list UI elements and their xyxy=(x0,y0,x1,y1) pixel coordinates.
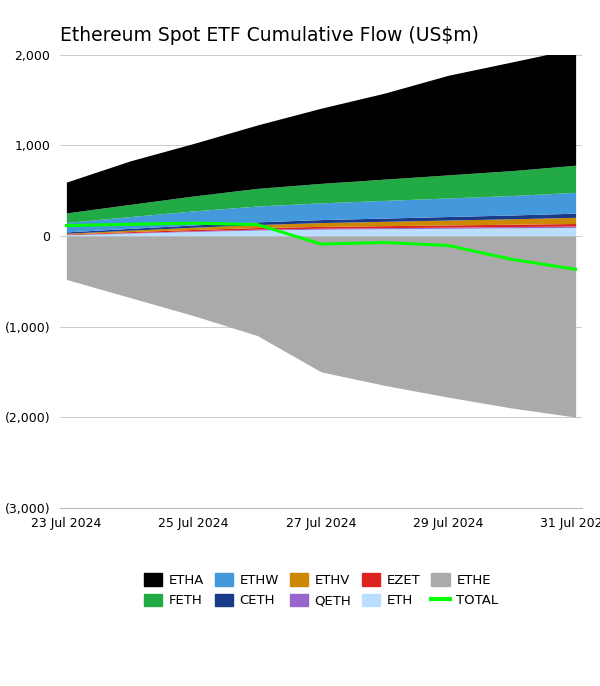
Legend: ETHA, FETH, ETHW, CETH, ETHV, QETH, EZET, ETH, ETHE, TOTAL: ETHA, FETH, ETHW, CETH, ETHV, QETH, EZET… xyxy=(143,573,499,607)
Text: Ethereum Spot ETF Cumulative Flow (US$m): Ethereum Spot ETF Cumulative Flow (US$m) xyxy=(60,26,479,45)
